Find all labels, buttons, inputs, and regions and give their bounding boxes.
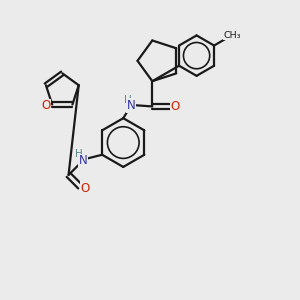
- Text: H: H: [75, 149, 83, 159]
- Text: CH₃: CH₃: [223, 31, 241, 40]
- Text: N: N: [127, 99, 135, 112]
- Text: O: O: [171, 100, 180, 113]
- Text: O: O: [41, 100, 50, 112]
- Text: H: H: [124, 94, 132, 105]
- Text: O: O: [80, 182, 89, 194]
- Text: N: N: [78, 154, 87, 167]
